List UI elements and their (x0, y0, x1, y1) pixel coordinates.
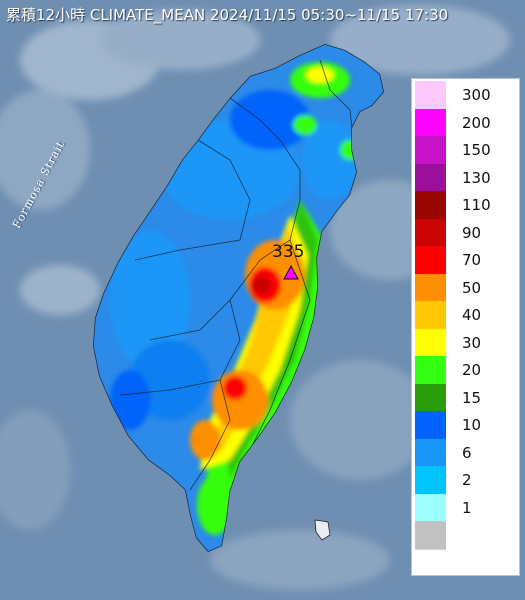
legend-row: 15 (412, 383, 519, 412)
legend-swatch (415, 521, 446, 550)
legend-label: 40 (462, 306, 482, 324)
legend-label: 10 (462, 416, 482, 434)
legend-label: 150 (462, 141, 491, 159)
legend-swatch (415, 273, 446, 302)
legend-swatch (415, 163, 446, 192)
legend-row: 1 (412, 493, 519, 522)
legend-row: 70 (412, 246, 519, 275)
legend-row: 130 (412, 163, 519, 192)
legend-label: 2 (462, 471, 472, 489)
legend-row: 30 (412, 328, 519, 357)
legend-row: 50 (412, 273, 519, 302)
legend-swatch (415, 328, 446, 357)
legend-label: 200 (462, 113, 491, 132)
legend-label: 30 (462, 333, 482, 352)
legend-row: 6 (412, 438, 519, 467)
legend-row (412, 521, 519, 550)
legend-row: 10 (412, 411, 519, 440)
legend-label: 1 (462, 498, 472, 517)
legend-swatch (415, 493, 446, 522)
legend-label: 6 (462, 443, 472, 462)
legend-swatch (415, 301, 446, 330)
legend-row: 200 (412, 108, 519, 137)
legend-swatch (415, 191, 446, 220)
legend-row: 110 (412, 191, 519, 220)
legend-row: 150 (412, 136, 519, 165)
legend-swatch (415, 81, 446, 110)
legend-label: 110 (462, 196, 491, 214)
legend-row: 90 (412, 218, 519, 247)
legend-swatch (415, 108, 446, 137)
legend-label: 50 (462, 278, 482, 297)
legend-label: 70 (462, 251, 482, 269)
legend-row: 20 (412, 356, 519, 385)
legend-swatch (415, 136, 446, 165)
legend-label: 20 (462, 361, 482, 379)
legend-label: 130 (462, 168, 491, 187)
legend-swatch (415, 246, 446, 275)
rainfall-legend: 300 200 150 130 110 90 70 50 40 30 20 15 10 6 2 1 (411, 78, 520, 576)
green-island (314, 519, 331, 541)
map-title: 累積12小時 CLIMATE_MEAN 2024/11/15 05:30~11/… (6, 6, 449, 24)
legend-label: 300 (462, 86, 491, 104)
legend-swatch (415, 466, 446, 495)
legend-swatch (415, 383, 446, 412)
legend-swatch (415, 411, 446, 440)
legend-row: 300 (412, 81, 519, 110)
legend-row: 2 (412, 466, 519, 495)
legend-swatch (415, 438, 446, 467)
max-rainfall-marker-icon (283, 264, 299, 280)
legend-swatch (415, 356, 446, 385)
legend-row: 40 (412, 301, 519, 330)
max-rainfall-value: 335 (272, 242, 305, 262)
legend-label: 15 (462, 388, 482, 407)
legend-swatch (415, 218, 446, 247)
legend-label: 90 (462, 223, 482, 242)
